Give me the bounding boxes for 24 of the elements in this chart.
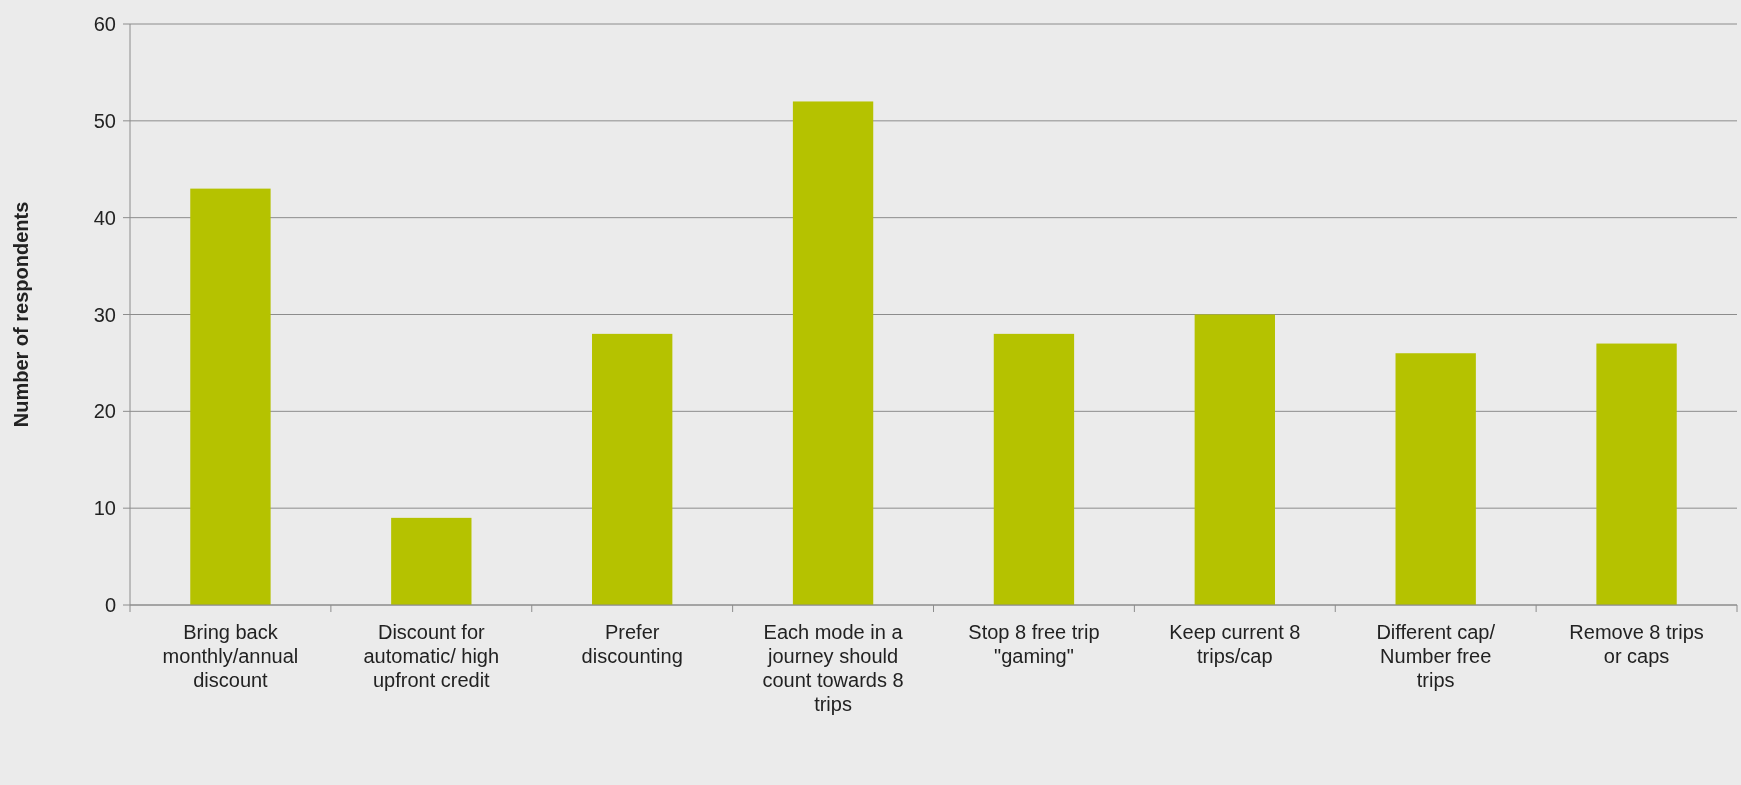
bar bbox=[993, 333, 1075, 605]
y-tick-label: 60 bbox=[93, 13, 116, 35]
bar bbox=[1395, 353, 1476, 605]
bar bbox=[190, 188, 271, 605]
x-tick-label: Keep current 8 trips/cap bbox=[1169, 621, 1301, 667]
y-tick-label: 0 bbox=[104, 594, 116, 616]
y-tick-label: 20 bbox=[93, 400, 116, 423]
bar bbox=[792, 101, 874, 605]
y-tick-label: 10 bbox=[93, 497, 116, 520]
x-tick-label: Prefer discounting bbox=[581, 621, 683, 667]
x-tick-label: Each mode in a journey should count towards 8 trips bbox=[762, 621, 904, 715]
y-tick-label: 40 bbox=[93, 206, 116, 229]
x-tick-label: Stop 8 free trip "gaming" bbox=[968, 621, 1100, 667]
bar bbox=[391, 517, 472, 605]
x-tick-label: Discount for automatic/ high upfront credit bbox=[363, 621, 500, 691]
x-tick-label: Different cap/ Number free trips bbox=[1376, 621, 1496, 691]
y-tick-label: 30 bbox=[93, 303, 116, 326]
bar bbox=[592, 333, 673, 605]
y-tick-label: 50 bbox=[93, 109, 116, 132]
x-tick-label: Bring back monthly/annual discount bbox=[162, 621, 299, 691]
x-tick-label: Remove 8 trips or caps bbox=[1569, 621, 1704, 667]
bar bbox=[1194, 314, 1275, 605]
bar bbox=[1596, 343, 1677, 605]
y-axis-title: Number of respondents bbox=[10, 201, 32, 428]
